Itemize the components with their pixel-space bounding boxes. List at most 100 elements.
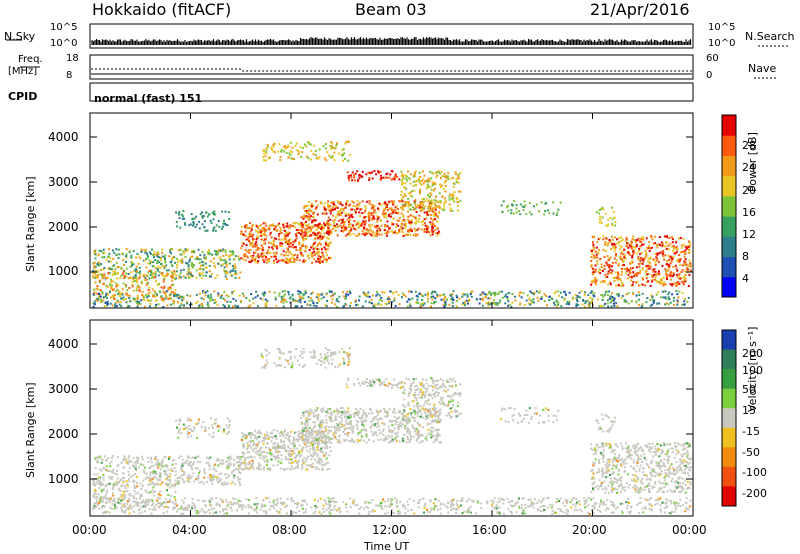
data-cell: [244, 226, 247, 229]
data-cell: [662, 284, 665, 287]
data-cell: [302, 237, 304, 240]
data-cell: [197, 477, 200, 480]
data-cell: [241, 432, 244, 435]
data-cell: [532, 293, 535, 296]
data-cell: [330, 208, 333, 211]
data-cell: [158, 282, 161, 285]
data-cell: [629, 276, 631, 279]
data-cell: [630, 243, 633, 246]
velocity-data: [92, 347, 692, 515]
data-cell: [404, 225, 407, 227]
data-cell: [126, 484, 129, 487]
data-cell: [301, 225, 304, 228]
data-cell: [372, 207, 375, 210]
data-cell: [233, 463, 236, 466]
data-cell: [157, 303, 160, 306]
data-cell: [146, 503, 149, 506]
data-cell: [404, 227, 407, 229]
data-cell: [656, 244, 658, 247]
data-cell: [409, 229, 412, 232]
data-cell: [557, 208, 560, 211]
data-cell: [109, 302, 112, 305]
data-cell: [344, 214, 347, 217]
data-cell: [635, 266, 638, 269]
data-cell: [101, 291, 104, 293]
data-cell: [407, 210, 409, 213]
data-cell: [430, 229, 433, 232]
data-cell: [625, 245, 628, 248]
data-cell: [146, 252, 148, 255]
data-cell: [275, 225, 278, 228]
data-cell: [315, 154, 317, 157]
data-cell: [289, 296, 292, 299]
data-cell: [103, 273, 106, 276]
data-cell: [319, 260, 322, 263]
data-cell: [323, 235, 326, 238]
data-cell: [310, 150, 313, 152]
data-cell: [123, 455, 126, 458]
data-cell: [198, 220, 200, 223]
data-cell: [375, 294, 378, 297]
data-cell: [479, 298, 482, 301]
data-cell: [189, 477, 192, 480]
data-cell: [296, 149, 299, 152]
data-cell: [566, 300, 569, 303]
data-cell: [325, 212, 328, 215]
data-cell: [429, 202, 432, 205]
data-cell: [104, 494, 107, 497]
data-cell: [249, 249, 252, 251]
data-cell: [151, 482, 154, 485]
data-cell: [248, 249, 251, 252]
data-cell: [398, 217, 401, 219]
data-cell: [658, 302, 661, 305]
data-cell: [584, 305, 586, 308]
data-cell: [98, 487, 101, 490]
data-cell: [407, 215, 410, 218]
data-cell: [194, 226, 197, 228]
data-cell: [680, 271, 683, 273]
data-cell: [664, 290, 667, 293]
data-cell: [407, 298, 410, 301]
data-cell: [359, 215, 362, 218]
data-cell: [324, 257, 327, 260]
data-cell: [320, 248, 323, 251]
data-cell: [266, 461, 269, 464]
data-cell: [452, 194, 455, 197]
data-cell: [452, 299, 455, 301]
data-cell: [167, 287, 170, 289]
data-cell: [330, 301, 333, 304]
data-cell: [133, 490, 136, 492]
nsky-tick-top: 10^5: [50, 22, 78, 33]
data-cell: [237, 305, 239, 308]
data-cell: [186, 294, 189, 297]
data-cell: [438, 207, 441, 209]
data-cell: [102, 489, 105, 492]
data-cell: [136, 281, 138, 284]
data-cell: [428, 231, 430, 234]
data-cell: [666, 241, 668, 244]
data-cell: [188, 224, 191, 227]
data-cell: [501, 296, 504, 299]
data-cell: [354, 300, 357, 303]
data-cell: [191, 265, 193, 267]
data-cell: [292, 436, 295, 439]
data-cell: [338, 209, 341, 212]
data-cell: [113, 298, 116, 301]
data-cell: [419, 176, 422, 179]
data-cell: [187, 476, 190, 479]
data-cell: [408, 177, 411, 180]
data-cell: [99, 484, 102, 487]
data-cell: [553, 303, 556, 306]
data-cell: [182, 296, 185, 299]
data-cell: [664, 303, 667, 306]
data-cell: [666, 278, 668, 280]
data-cell: [368, 219, 371, 222]
data-cell: [334, 147, 337, 150]
data-cell: [525, 212, 528, 215]
data-cell: [638, 284, 641, 287]
data-cell: [167, 269, 170, 272]
data-cell: [219, 296, 222, 299]
data-cell: [371, 294, 374, 297]
data-cell: [195, 269, 198, 272]
data-cell: [207, 461, 210, 464]
